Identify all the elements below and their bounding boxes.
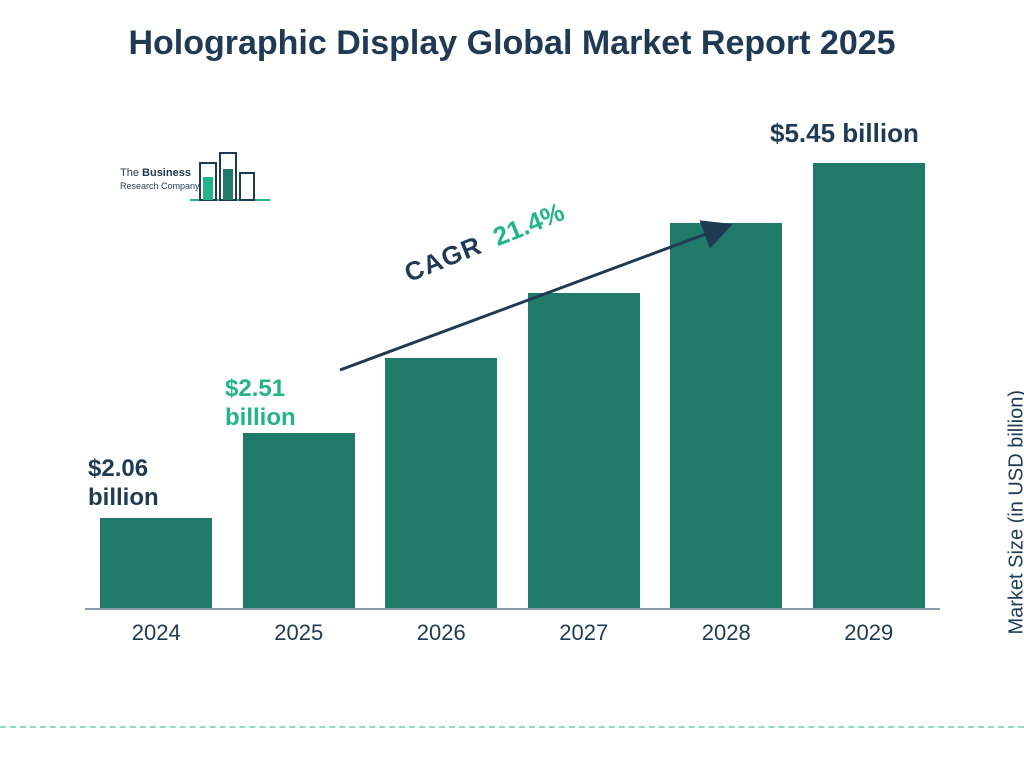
value-callout-2024: $2.06 billion [88,455,208,513]
bar-2026 [385,358,497,608]
x-label: 2029 [802,614,935,646]
bar-2028 [670,223,782,608]
bar-chart: 2024 2025 2026 2027 2028 2029 [85,150,940,650]
bar-slot [90,518,223,608]
x-label: 2028 [660,614,793,646]
bar-slot [802,163,935,608]
bars-container [85,150,940,608]
x-label: 2024 [90,614,223,646]
x-axis-labels: 2024 2025 2026 2027 2028 2029 [85,614,940,650]
bar-2029 [813,163,925,608]
bar-2025 [243,433,355,608]
value-callout-2029: $5.45 billion [770,118,919,149]
bar-2027 [528,293,640,608]
bar-slot [660,223,793,608]
x-label: 2026 [375,614,508,646]
page-title: Holographic Display Global Market Report… [0,0,1024,65]
bar-2024 [100,518,212,608]
footer-dashed-line [0,726,1024,728]
bar-slot [375,358,508,608]
y-axis-label: Market Size (in USD billion) [1006,390,1024,635]
x-axis-line [85,608,940,610]
value-callout-2025: $2.51 billion [225,375,345,433]
bar-slot [517,293,650,608]
x-label: 2025 [232,614,365,646]
x-label: 2027 [517,614,650,646]
bar-slot [232,433,365,608]
